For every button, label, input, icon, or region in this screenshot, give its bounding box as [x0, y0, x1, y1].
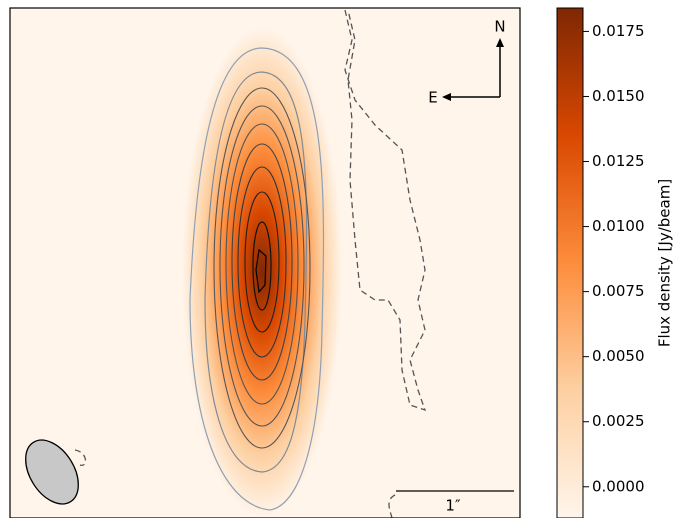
- compass: [442, 38, 504, 101]
- colorbar-tick-label: 0.0100: [592, 217, 645, 235]
- scale-bar-label: 1″: [445, 497, 461, 515]
- image-panel: [10, 8, 520, 518]
- contours: [74, 9, 427, 518]
- colorbar-tick-label: 0.0075: [592, 282, 645, 300]
- colorbar: [556, 7, 584, 518]
- colorbar-tick-label: 0.0150: [592, 87, 645, 105]
- north-label: N: [494, 18, 505, 36]
- colorbar-tick-label: 0.0025: [592, 412, 645, 430]
- east-label: E: [428, 89, 437, 107]
- colorbar-label: Flux density [Jy/beam]: [656, 179, 674, 347]
- beam-ellipse: [25, 439, 79, 505]
- emission-blob: [182, 27, 342, 517]
- colorbar-tick-label: 0.0000: [592, 477, 645, 495]
- colorbar-tick-label: 0.0125: [592, 152, 645, 170]
- panel-frame: [9, 7, 521, 518]
- colorbar-tick-label: 0.0050: [592, 347, 645, 365]
- colorbar-tick-label: 0.0175: [592, 22, 645, 40]
